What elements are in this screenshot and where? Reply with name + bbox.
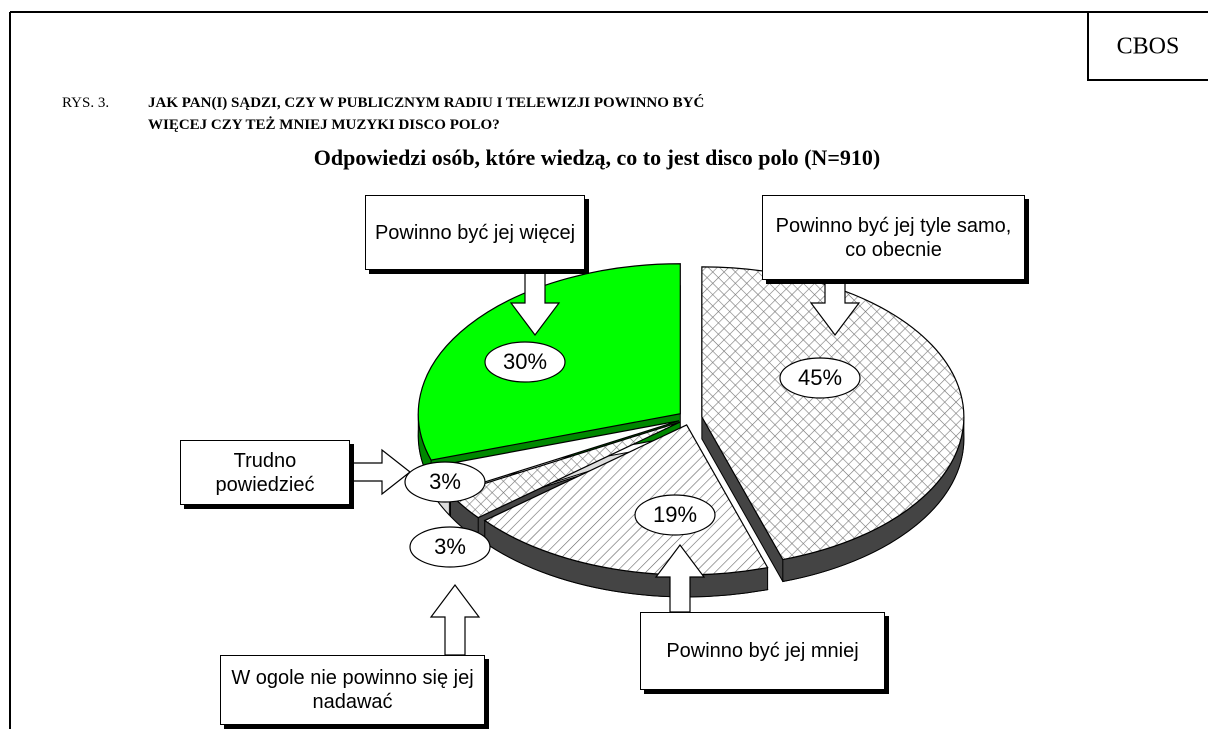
chart-title: JAK PAN(I) SĄDZI, CZY W PUBLICZNYM RADIU… (148, 94, 704, 133)
callout-box: W ogole nie powinno się jej nadawać (220, 655, 485, 725)
callout-arrow (654, 544, 706, 613)
callout-arrow (509, 269, 561, 336)
value-label: 19% (653, 502, 697, 527)
callout-arrow (349, 448, 411, 496)
callout-box: Powinno być jej mniej (640, 612, 885, 690)
value-label: 45% (798, 365, 842, 390)
value-label-bubble (779, 357, 861, 399)
value-label: 3% (434, 534, 466, 559)
value-label-bubble (404, 461, 486, 503)
value-label-bubble (634, 494, 716, 536)
value-label-bubble (484, 341, 566, 383)
callout-arrow (429, 584, 481, 656)
slice (483, 424, 769, 576)
value-label: 30% (503, 349, 547, 374)
figure-label: RYS. 3. (62, 95, 109, 111)
brand: CBOS (1117, 34, 1180, 60)
chart-subtitle: Odpowiedzi osób, które wiedzą, co to jes… (314, 145, 880, 170)
callout-box: Powinno być jej tyle samo, co obecnie (762, 195, 1025, 280)
brand-box (1087, 12, 1208, 81)
callout-box: Trudno powiedzieć (180, 440, 350, 505)
callout-box: Powinno być jej więcej (365, 195, 585, 270)
value-label: 3% (429, 469, 461, 494)
value-label-bubble (409, 526, 491, 568)
callout-arrow (809, 279, 861, 336)
